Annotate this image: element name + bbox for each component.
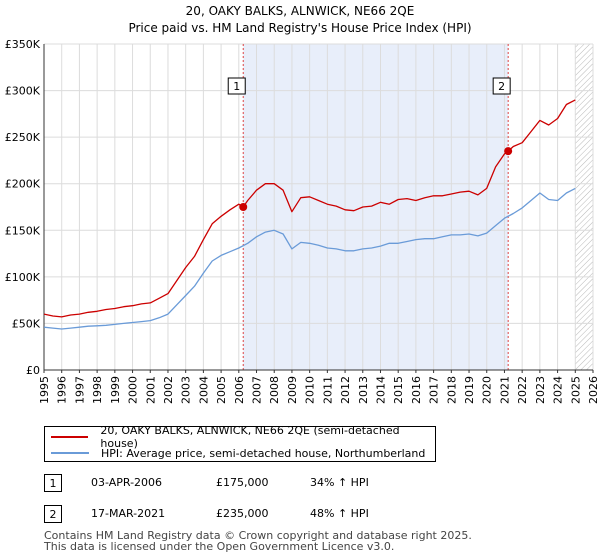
x-tick-label: 2008 bbox=[268, 376, 281, 404]
x-tick-label: 2014 bbox=[374, 376, 387, 404]
x-tick-label: 2012 bbox=[339, 376, 352, 404]
x-tick-label: 2016 bbox=[410, 376, 423, 404]
y-tick-label: £0 bbox=[26, 364, 40, 377]
legend-label-hpi: HPI: Average price, semi-detached house,… bbox=[101, 446, 426, 460]
sale-date: 03-APR-2006 bbox=[91, 476, 163, 489]
sale-marker-badge bbox=[227, 77, 246, 95]
y-tick-label: £150K bbox=[5, 224, 41, 237]
sale-date: 17-MAR-2021 bbox=[91, 507, 166, 520]
legend-item-property: 20, OAKY BALKS, ALNWICK, NE66 2QE (semi-… bbox=[51, 424, 435, 450]
ownership-shaded-region bbox=[243, 44, 509, 370]
sale-hpi-change: 34% ↑ HPI bbox=[310, 476, 369, 489]
x-tick-label: 1996 bbox=[56, 376, 69, 404]
x-tick-label: 2003 bbox=[180, 376, 193, 404]
x-tick-label: 2006 bbox=[233, 376, 246, 404]
forecast-hatch-region bbox=[575, 44, 593, 370]
x-tick-label: 2004 bbox=[197, 376, 210, 404]
x-tick-label: 2019 bbox=[463, 376, 476, 404]
sale-row-1: 1 03-APR-2006 £175,000 34% ↑ HPI bbox=[44, 474, 464, 496]
x-tick-label: 2005 bbox=[215, 376, 228, 404]
x-tick-label: 2002 bbox=[162, 376, 175, 404]
plot-area: £0 £50K £100K £150K £200K £250K £300K £350K 1995… bbox=[5, 38, 600, 404]
x-tick-label: 2001 bbox=[144, 376, 157, 404]
sale-marker-badge-label: 1 bbox=[233, 80, 240, 93]
legend-swatch-property bbox=[51, 436, 89, 438]
x-tick-label: 2026 bbox=[587, 376, 600, 404]
x-tick-label: 2018 bbox=[445, 376, 458, 404]
footer-licence: This data is licensed under the Open Gov… bbox=[44, 540, 395, 553]
x-tick-label: 2024 bbox=[552, 376, 565, 404]
sale-price: £175,000 bbox=[216, 476, 269, 489]
x-tick-label: 2022 bbox=[516, 376, 529, 404]
sale-number-badge: 2 bbox=[44, 505, 62, 523]
price-chart: 20, OAKY BALKS, ALNWICK, NE66 2QE Price … bbox=[5, 4, 600, 404]
y-tick-label: £250K bbox=[5, 131, 41, 144]
legend: 20, OAKY BALKS, ALNWICK, NE66 2QE (semi-… bbox=[44, 424, 436, 462]
series-line-hpi bbox=[44, 187, 576, 330]
x-tick-label: 2015 bbox=[392, 376, 405, 404]
sale-price: £235,000 bbox=[216, 507, 269, 520]
x-tick-label: 1995 bbox=[38, 376, 51, 404]
sale-hpi-change: 48% ↑ HPI bbox=[310, 507, 369, 520]
x-tick-label: 1999 bbox=[109, 376, 122, 404]
x-tick-label: 2017 bbox=[428, 376, 441, 404]
series-layer bbox=[44, 99, 576, 330]
footer: Contains HM Land Registry data © Crown c… bbox=[44, 530, 472, 552]
sale-number-badge: 1 bbox=[44, 474, 62, 492]
sale-point bbox=[504, 147, 513, 156]
y-tick-label: £200K bbox=[5, 178, 41, 191]
sale-marker-badge bbox=[492, 77, 511, 95]
x-tick-label: 2021 bbox=[498, 376, 511, 404]
legend-label-property: 20, OAKY BALKS, ALNWICK, NE66 2QE (semi-… bbox=[100, 424, 400, 450]
x-tick-label: 1997 bbox=[73, 376, 86, 404]
y-tick-label: £50K bbox=[12, 317, 41, 330]
x-tick-label: 2020 bbox=[481, 376, 494, 404]
chart-title: 20, OAKY BALKS, ALNWICK, NE66 2QE bbox=[186, 4, 415, 18]
y-tick-label: £300K bbox=[5, 85, 41, 98]
x-tick-label: 2013 bbox=[357, 376, 370, 404]
sale-row-2: 2 17-MAR-2021 £235,000 48% ↑ HPI bbox=[44, 505, 464, 527]
sale-point bbox=[239, 203, 248, 211]
chart-subtitle: Price paid vs. HM Land Registry's House … bbox=[128, 21, 471, 35]
x-tick-label: 2007 bbox=[251, 376, 264, 404]
x-tick-label: 2009 bbox=[286, 376, 299, 404]
y-tick-label: £100K bbox=[5, 271, 41, 284]
legend-swatch-hpi bbox=[51, 452, 89, 454]
x-tick-label: 2010 bbox=[304, 376, 317, 404]
y-tick-label: £350K bbox=[5, 38, 41, 51]
legend-item-hpi: HPI: Average price, semi-detached house,… bbox=[51, 446, 425, 460]
x-tick-label: 2025 bbox=[569, 376, 582, 404]
sale-marker-badge-label: 2 bbox=[498, 80, 505, 93]
x-tick-label: 1998 bbox=[91, 376, 104, 404]
footer-copyright: Contains HM Land Registry data © Crown c… bbox=[44, 529, 472, 542]
x-tick-label: 2023 bbox=[534, 376, 547, 404]
series-line-property bbox=[44, 99, 576, 318]
x-tick-label: 2011 bbox=[321, 376, 334, 404]
x-tick-label: 2000 bbox=[127, 376, 140, 404]
